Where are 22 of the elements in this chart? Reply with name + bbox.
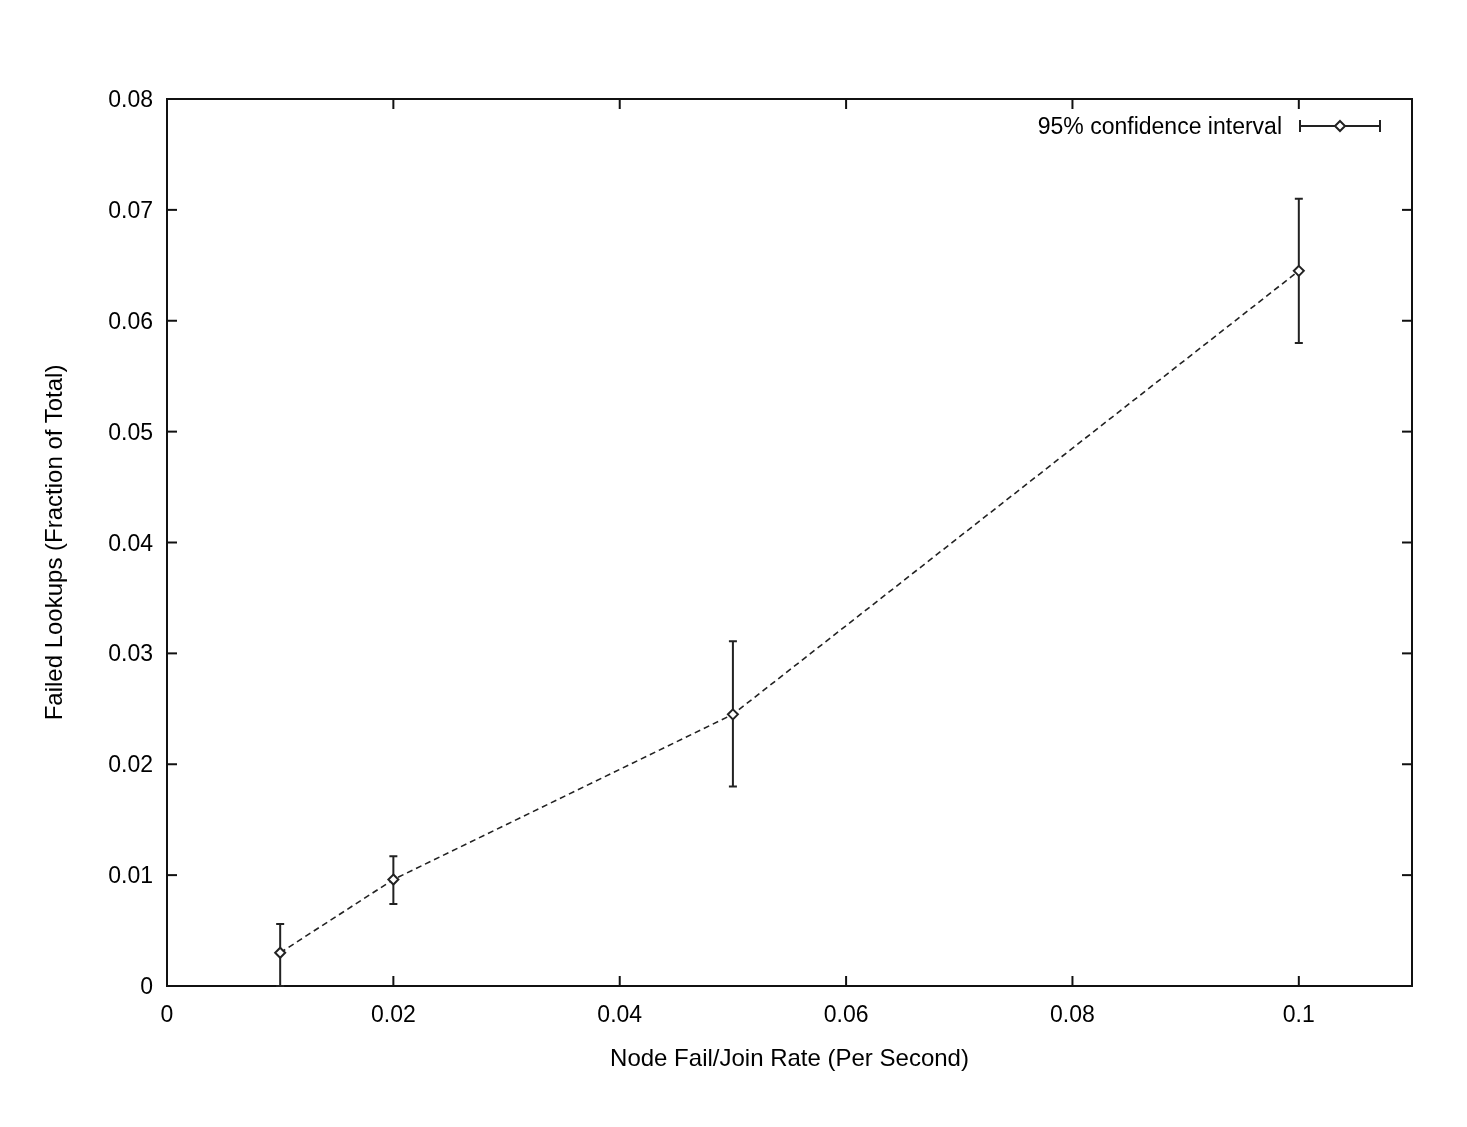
point [726, 708, 739, 721]
x-tick-label: 0.1 [1282, 1001, 1315, 1027]
x-tick-label: 0.02 [370, 1001, 416, 1027]
point [387, 873, 400, 886]
y-tick-label: 0.03 [108, 640, 153, 667]
x-axis-title: Node Fail/Join Rate (Per Second) [610, 1044, 969, 1071]
y-tick-label: 0.07 [108, 196, 153, 223]
point [274, 946, 287, 959]
x-tick-label: 0.04 [597, 1001, 643, 1027]
x-tick-label: 0.06 [823, 1001, 869, 1027]
y-tick-label: 0 [140, 973, 153, 999]
y-tick-label: 0.01 [108, 862, 153, 889]
y-tick-label: 0.05 [108, 418, 153, 445]
y-axis-title: Failed Lookups (Fraction of Total) [40, 364, 67, 721]
point [1292, 264, 1305, 277]
y-tick-label: 0.04 [108, 529, 154, 556]
y-tick-label: 0.02 [108, 751, 153, 778]
legend-label: 95% confidence interval [1037, 113, 1282, 139]
y-tick-label: 0.06 [108, 307, 153, 334]
x-tick-label: 0.08 [1050, 1001, 1095, 1027]
y-tick-label: 0.08 [108, 86, 153, 112]
x-tick-label: 0 [160, 1001, 174, 1027]
